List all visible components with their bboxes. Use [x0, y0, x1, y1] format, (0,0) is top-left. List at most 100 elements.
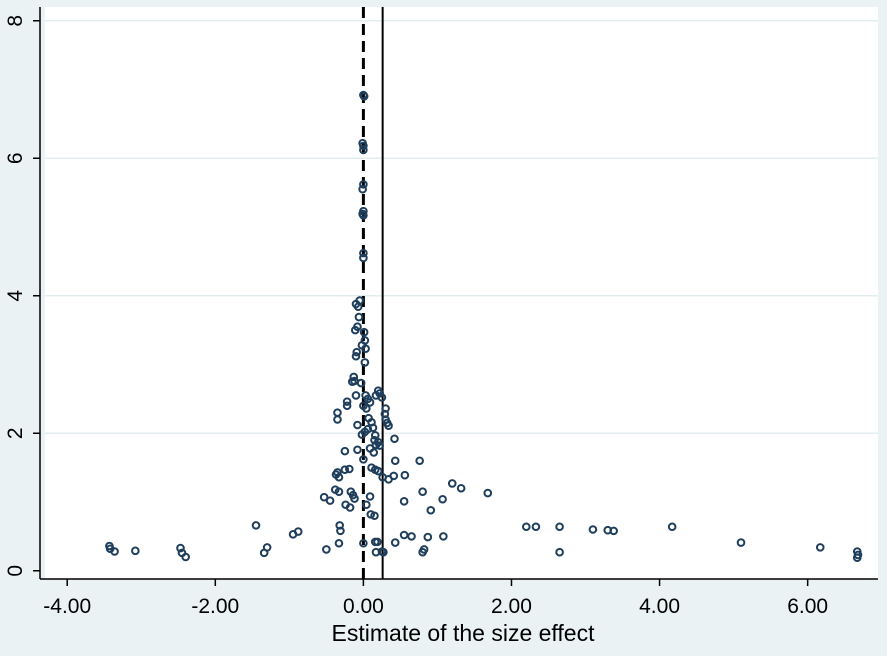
- data-point: [288, 530, 298, 539]
- data-point: [456, 483, 466, 493]
- x-tick-label: 4.00: [639, 595, 680, 618]
- data-point: [345, 464, 354, 474]
- data-point: [852, 553, 862, 562]
- data-point: [384, 475, 393, 484]
- data-point: [359, 538, 368, 548]
- data-points: [105, 90, 863, 562]
- data-point: [359, 211, 368, 220]
- data-point: [357, 430, 367, 439]
- data-point: [359, 327, 369, 337]
- data-point: [340, 446, 350, 456]
- data-point: [350, 494, 359, 503]
- data-point: [349, 372, 359, 382]
- data-point: [667, 522, 677, 532]
- data-point: [384, 421, 393, 430]
- data-point: [353, 445, 362, 455]
- x-tick-label: -4.00: [43, 595, 91, 618]
- data-point: [370, 431, 380, 440]
- data-point: [521, 522, 531, 532]
- reference-lines: [361, 7, 384, 579]
- data-point: [359, 141, 368, 151]
- data-point: [359, 253, 368, 263]
- data-point: [110, 547, 119, 556]
- data-point: [131, 546, 140, 556]
- data-point: [359, 92, 369, 101]
- data-point: [390, 434, 399, 444]
- x-tick-label: 0.00: [343, 595, 384, 618]
- axes: -4.00 -2.00 0.00 2.00 4.00 6.00 0 2 4 6 8: [4, 7, 878, 618]
- x-tick-label: -2.00: [191, 595, 239, 618]
- data-point: [352, 347, 362, 357]
- y-tick-label: 8: [4, 15, 27, 27]
- data-point: [415, 456, 424, 466]
- data-point: [334, 487, 344, 496]
- data-point: [322, 545, 331, 554]
- data-point: [351, 391, 361, 400]
- data-point: [423, 532, 433, 542]
- data-point: [319, 492, 329, 502]
- data-point: [358, 184, 367, 194]
- data-point: [815, 543, 825, 552]
- data-point: [340, 465, 350, 474]
- data-point: [369, 448, 379, 457]
- data-point: [381, 404, 390, 413]
- y-tick-label: 2: [4, 427, 27, 439]
- y-tick-label: 0: [4, 565, 27, 577]
- data-point: [373, 537, 382, 547]
- data-point: [371, 547, 381, 557]
- data-point: [407, 532, 416, 541]
- data-point: [359, 248, 368, 258]
- plot-area: [45, 7, 878, 579]
- x-axis-label: Estimate of the size effect: [332, 620, 596, 646]
- y-tick-label: 4: [4, 290, 27, 302]
- data-point: [588, 525, 598, 534]
- data-point: [439, 532, 448, 541]
- data-point: [333, 415, 342, 424]
- data-point: [418, 547, 427, 557]
- data-point: [399, 530, 409, 540]
- data-point: [555, 547, 564, 557]
- data-point: [418, 487, 427, 496]
- data-point: [426, 505, 436, 515]
- data-point: [325, 496, 335, 505]
- data-point: [531, 522, 541, 532]
- data-point: [335, 521, 344, 530]
- data-point: [342, 397, 352, 406]
- data-point: [375, 441, 384, 450]
- x-tick-label: 6.00: [787, 595, 828, 618]
- data-point: [365, 398, 375, 407]
- grid-lines: [45, 20, 878, 434]
- data-point: [181, 552, 190, 562]
- data-point: [359, 455, 368, 464]
- data-point: [390, 538, 400, 547]
- data-point: [342, 401, 352, 411]
- data-point: [356, 378, 366, 388]
- data-point: [251, 521, 261, 530]
- data-point: [259, 548, 269, 558]
- data-point: [447, 479, 457, 488]
- data-point: [176, 543, 185, 553]
- data-point: [360, 358, 370, 367]
- data-point: [353, 420, 362, 430]
- data-point: [365, 492, 375, 501]
- data-point: [359, 180, 368, 189]
- data-point: [362, 404, 371, 413]
- data-point: [351, 351, 361, 361]
- data-point: [345, 503, 355, 512]
- x-tick-label: 2.00: [491, 595, 532, 618]
- data-point: [390, 456, 400, 466]
- data-point: [555, 522, 564, 532]
- data-point: [399, 497, 409, 506]
- data-point: [368, 423, 378, 433]
- data-point: [359, 145, 368, 155]
- data-point: [354, 312, 364, 322]
- data-point: [373, 466, 383, 476]
- data-point: [336, 526, 345, 536]
- data-point: [347, 377, 357, 386]
- data-point: [350, 325, 360, 335]
- data-point: [438, 494, 447, 504]
- data-point: [334, 538, 344, 548]
- data-point: [371, 440, 381, 450]
